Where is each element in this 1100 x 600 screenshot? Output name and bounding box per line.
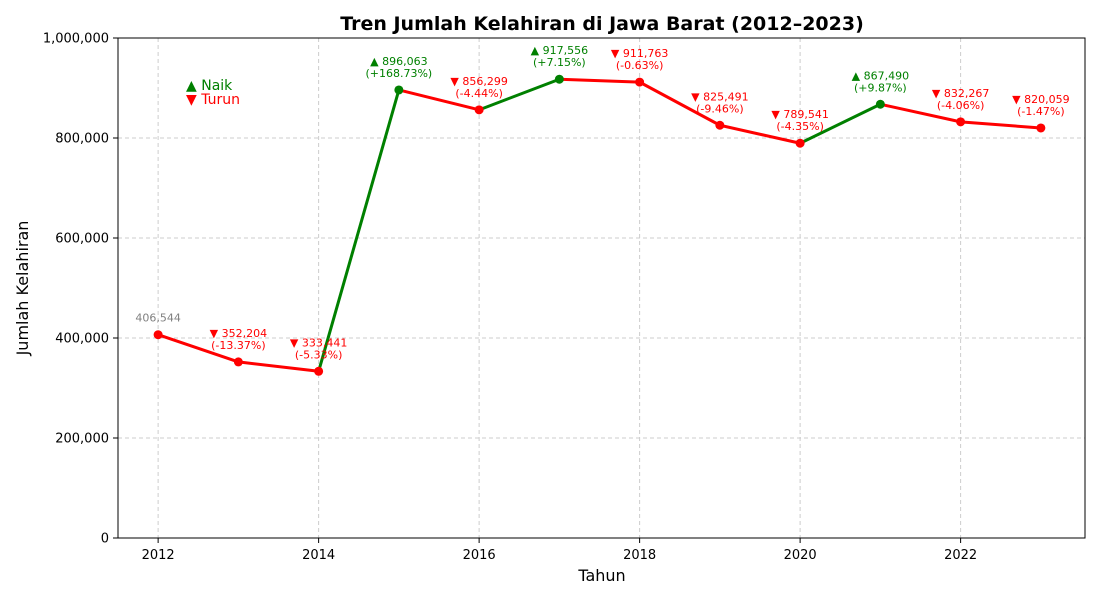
x-axis-ticks: 2012 2014 2016 2018 2020 2022: [142, 538, 977, 563]
data-point: [474, 105, 484, 115]
point-annotations: 406,544 ▼ 352,204(-13.37%) ▼ 333,441(-5.33…: [135, 44, 1069, 361]
point-annotation: ▼ 832,267: [932, 87, 989, 100]
data-point: [956, 117, 966, 127]
x-tick-label: 2022: [944, 548, 977, 563]
data-point: [233, 357, 243, 367]
point-annotation: (-4.06%): [937, 99, 985, 112]
point-annotation: ▼ 789,541: [771, 108, 828, 121]
line-segment: [798, 102, 882, 145]
point-annotation: (-5.33%): [295, 348, 343, 361]
line-segment: [718, 123, 802, 145]
y-tick-label: 400,000: [55, 332, 109, 347]
line-segment: [959, 120, 1043, 130]
point-annotation: (+168.73%): [365, 67, 432, 80]
line-segment: [638, 80, 722, 127]
line-segment: [397, 88, 481, 112]
y-tick-label: 600,000: [55, 232, 109, 247]
legend: ▲ Naik ▼ Turun: [186, 78, 240, 108]
line-segments: [156, 77, 1043, 373]
y-tick-label: 0: [101, 532, 109, 547]
line-segment: [317, 88, 401, 373]
data-point: [314, 366, 324, 376]
point-annotation: (-9.46%): [696, 102, 744, 115]
y-axis-label: Jumlah Kelahiran: [13, 221, 32, 357]
point-annotation: (-1.47%): [1017, 105, 1065, 118]
point-annotation: ▼ 856,299: [450, 75, 507, 88]
point-annotation: (-4.35%): [776, 120, 824, 133]
point-annotation: (-13.37%): [211, 339, 266, 352]
y-axis-ticks: 0 200,000 400,000 600,000 800,000 1,000,000: [43, 32, 118, 547]
x-tick-label: 2012: [142, 548, 175, 563]
point-annotation: ▼ 911,763: [611, 47, 668, 60]
data-point: [554, 74, 564, 84]
point-annotation: ▼ 820,059: [1012, 93, 1069, 106]
point-annotation: (-4.44%): [455, 87, 503, 100]
point-annotation: (+9.87%): [854, 81, 907, 94]
point-annotation: 406,544: [135, 312, 181, 325]
line-segment: [156, 333, 240, 364]
point-annotation: ▼ 333,441: [290, 336, 347, 349]
point-annotation: (-0.63%): [616, 59, 664, 72]
y-tick-label: 200,000: [55, 432, 109, 447]
legend-up-label: ▲ Naik: [186, 78, 233, 94]
data-point: [715, 120, 725, 130]
point-annotation: (+7.15%): [533, 56, 586, 69]
grid-lines: [118, 37, 1085, 539]
y-tick-label: 1,000,000: [43, 32, 109, 47]
x-tick-label: 2020: [784, 548, 817, 563]
x-axis-label: Tahun: [577, 566, 625, 585]
x-tick-label: 2016: [463, 548, 496, 563]
line-segment: [557, 77, 642, 84]
y-tick-label: 800,000: [55, 132, 109, 147]
point-annotation: ▲ 896,063: [370, 55, 427, 68]
plot-frame: [117, 37, 1086, 539]
line-segment: [236, 360, 321, 373]
data-point: [795, 138, 805, 148]
chart-title: Tren Jumlah Kelahiran di Jawa Barat (201…: [340, 13, 864, 35]
data-point: [875, 99, 885, 109]
data-point: [635, 77, 645, 87]
data-point: [394, 85, 404, 95]
x-tick-label: 2018: [623, 548, 656, 563]
legend-down-label: ▼ Turun: [186, 92, 240, 108]
point-annotation: ▲ 917,556: [531, 44, 588, 57]
data-point: [1036, 123, 1046, 133]
line-segment: [477, 77, 561, 112]
point-annotation: ▲ 867,490: [852, 69, 909, 82]
point-annotation: ▼ 352,204: [210, 327, 267, 340]
data-points: [153, 74, 1046, 376]
data-point: [153, 330, 163, 340]
line-segment: [878, 102, 963, 124]
point-annotation: ▼ 825,491: [691, 90, 748, 103]
x-tick-label: 2014: [302, 548, 335, 563]
